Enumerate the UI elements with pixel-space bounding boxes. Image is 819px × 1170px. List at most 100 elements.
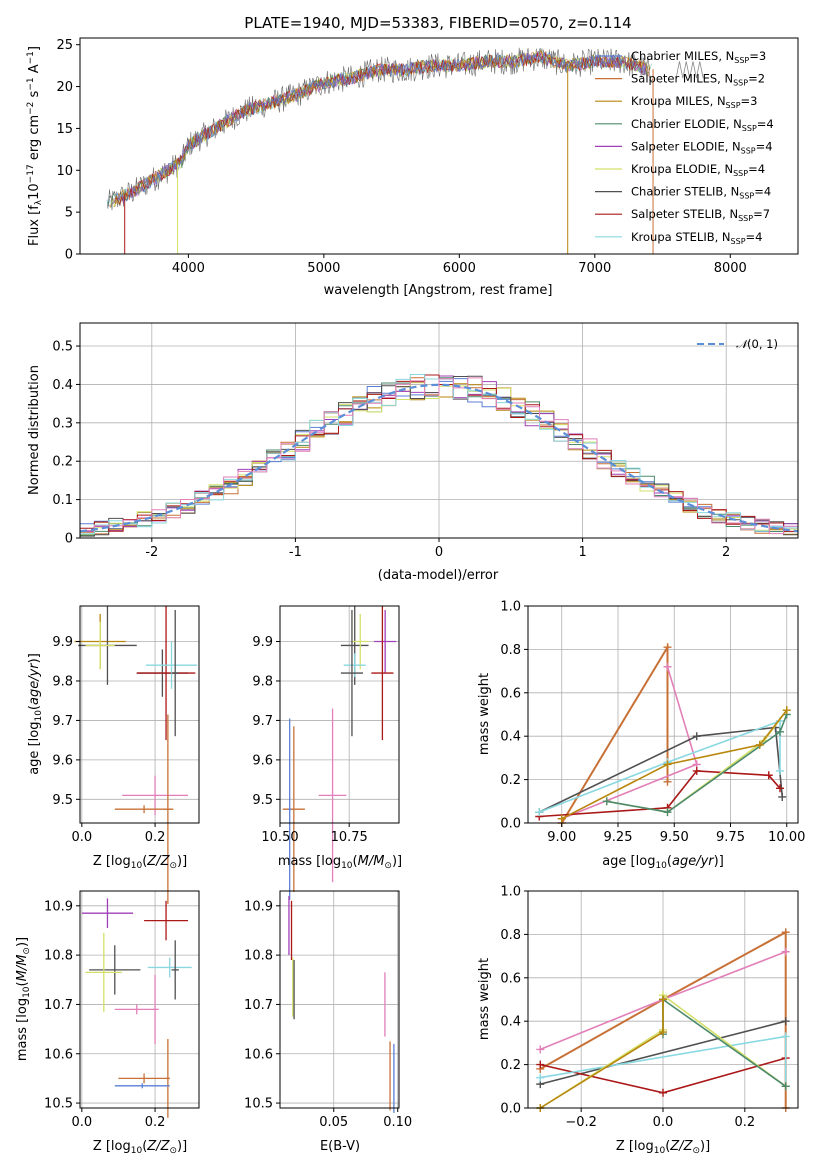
error-bar-point xyxy=(288,718,292,900)
error-bar-point xyxy=(136,606,196,741)
mass-weight-marker xyxy=(663,808,672,817)
x-tick-label: 0.2 xyxy=(145,830,166,845)
y-tick-label: 0.4 xyxy=(500,1015,521,1030)
mass-weight-marker xyxy=(659,1028,667,1037)
error-bar-point xyxy=(114,1004,159,1015)
error-bar-point xyxy=(85,932,123,1012)
mass-weight-marker xyxy=(536,1060,545,1069)
mass-weight-series xyxy=(539,770,781,818)
x-tick-label: 0.10 xyxy=(383,1115,412,1130)
x-tick-label: 9.00 xyxy=(547,830,576,845)
spectrum-xlabel: wavelength [Angstrom, rest frame] xyxy=(324,283,553,298)
mass-weight-marker xyxy=(692,732,701,741)
y-tick-label: 9.8 xyxy=(52,674,73,689)
spectrum-tail xyxy=(675,61,704,79)
y-tick-label: 10.7 xyxy=(44,998,73,1013)
mass-vs-z-plot-area xyxy=(80,891,199,1118)
residual-xlabel: (data-model)/error xyxy=(378,568,499,583)
mass-weight-series xyxy=(561,709,788,820)
spectrum-legend: Chabrier MILES, NSSP=3 Salpeter MILES, NS… xyxy=(595,49,774,246)
mass-weight-marker xyxy=(782,706,791,715)
age-vs-mass-panel: 10.50 10.75 9.5 9.6 9.7 9.8 9.9 mass [log10(M/… xyxy=(252,605,402,900)
legend-entry: Chabrier MILES, NSSP=3 xyxy=(631,49,766,65)
mass-weight-age-ylabel: mass weight xyxy=(477,673,492,755)
error-bar-point xyxy=(371,606,394,741)
error-bar-point xyxy=(85,621,115,670)
y-tick-label: 9.7 xyxy=(52,714,73,729)
legend-entry: Salpeter MILES, NSSP=2 xyxy=(631,72,765,88)
error-bar-point xyxy=(171,609,179,737)
mass-vs-z-panel: 0.0 0.2 10.5 10.6 10.7 10.8 10.9 Z [log10(Z/Z⊙… xyxy=(15,890,200,1156)
spectrum-title: PLATE=1940, MJD=53383, FIBERID=0570, z=0… xyxy=(244,14,631,32)
y-tick-label: 5 xyxy=(65,206,73,221)
error-bar-point xyxy=(147,957,192,978)
mass-weight-series xyxy=(606,714,788,813)
y-tick-label: 0.4 xyxy=(500,730,521,745)
model-spectrum xyxy=(106,52,653,206)
x-tick-label: 9.25 xyxy=(604,830,633,845)
error-bar-point xyxy=(81,898,134,928)
error-bar-point xyxy=(89,945,141,995)
mass-weight-marker xyxy=(781,928,790,937)
mass-weight-age-frame xyxy=(527,605,799,824)
x-tick-label: -2 xyxy=(145,545,158,560)
error-bar-point xyxy=(144,900,189,941)
age-vs-mass-ticks: 10.50 10.75 9.5 9.6 9.7 9.8 9.9 xyxy=(252,635,367,845)
y-tick-label: 25 xyxy=(56,38,73,53)
error-bar-point xyxy=(166,1038,170,1118)
model-spectrum xyxy=(114,52,647,206)
age-vs-z-frame xyxy=(79,605,200,824)
y-tick-label: 0.6 xyxy=(500,971,521,986)
legend-entry: Kroupa ELODIE, NSSP=4 xyxy=(631,162,765,178)
mass-weight-marker xyxy=(781,947,790,956)
error-bar-point xyxy=(145,641,198,689)
age-vs-z-ylabel: age [log10(age/yr)] xyxy=(27,653,44,775)
y-tick-label: 9.7 xyxy=(252,714,273,729)
y-tick-label: 9.6 xyxy=(252,753,273,768)
y-tick-label: 10.8 xyxy=(44,949,73,964)
mass-vs-z-ticks: 0.0 0.2 10.5 10.6 10.7 10.8 10.9 xyxy=(44,899,165,1130)
y-tick-label: 10.6 xyxy=(244,1047,273,1062)
error-bar-point xyxy=(318,708,347,883)
x-tick-label: 9.50 xyxy=(660,830,689,845)
legend-entry: Chabrier STELIB, NSSP=4 xyxy=(631,185,771,201)
mass-weight-series xyxy=(539,719,781,813)
y-tick-label: 0 xyxy=(65,248,73,263)
mass-weight-marker xyxy=(776,784,784,793)
x-tick-label: 0.0 xyxy=(653,1115,674,1130)
mass-weight-marker xyxy=(659,995,667,1004)
x-tick-label: 0.0 xyxy=(71,1115,92,1130)
x-tick-label: −0.2 xyxy=(565,1115,597,1130)
mass-weight-marker xyxy=(755,740,764,749)
y-tick-label: 10.8 xyxy=(244,949,273,964)
y-tick-label: 0.0 xyxy=(500,1102,521,1117)
mass-weight-marker xyxy=(536,1045,545,1054)
x-tick-label: 6000 xyxy=(443,261,476,276)
y-tick-label: 0.2 xyxy=(52,455,73,470)
age-vs-z-panel: 0.0 0.2 9.5 9.6 9.7 9.8 9.9 Z [log10(Z/Z⊙)] ag… xyxy=(27,605,200,904)
x-tick-label: 10.50 xyxy=(261,830,298,845)
mass-vs-ebv-xlabel: E(B-V) xyxy=(320,1139,360,1154)
y-tick-label: 0.5 xyxy=(52,340,73,355)
mass-vs-z-xlabel: Z [log10(Z/Z⊙)] xyxy=(93,1139,187,1156)
error-bar-point xyxy=(118,1073,170,1084)
y-tick-label: 9.5 xyxy=(52,793,73,808)
mass-weight-z-ticks: −0.2 0.0 0.2 0.0 0.2 0.4 0.6 0.8 1.0 xyxy=(500,885,755,1131)
error-bar-point xyxy=(340,609,364,737)
y-tick-label: 0.4 xyxy=(52,378,73,393)
x-tick-label: 0.2 xyxy=(734,1115,755,1130)
mass-weight-marker xyxy=(663,777,672,786)
mass-weight-z-xlabel: Z [log10(Z/Z⊙)] xyxy=(616,1139,710,1156)
mass-weight-z-panel: −0.2 0.0 0.2 0.0 0.2 0.4 0.6 0.8 1.0 Z [log10(Z/… xyxy=(477,885,799,1156)
x-tick-label: 5000 xyxy=(307,261,340,276)
residual-ylabel: Normed distribution xyxy=(27,365,42,495)
mass-weight-series xyxy=(538,726,784,813)
error-bar-point xyxy=(122,775,189,816)
y-tick-label: 0.3 xyxy=(52,416,73,431)
error-bar-point xyxy=(171,940,179,1000)
error-bar-point xyxy=(114,1083,170,1089)
mass-weight-marker xyxy=(778,792,787,801)
y-tick-label: 10.9 xyxy=(244,899,273,914)
y-tick-label: 0.1 xyxy=(52,493,73,508)
y-tick-label: 9.9 xyxy=(252,635,273,650)
